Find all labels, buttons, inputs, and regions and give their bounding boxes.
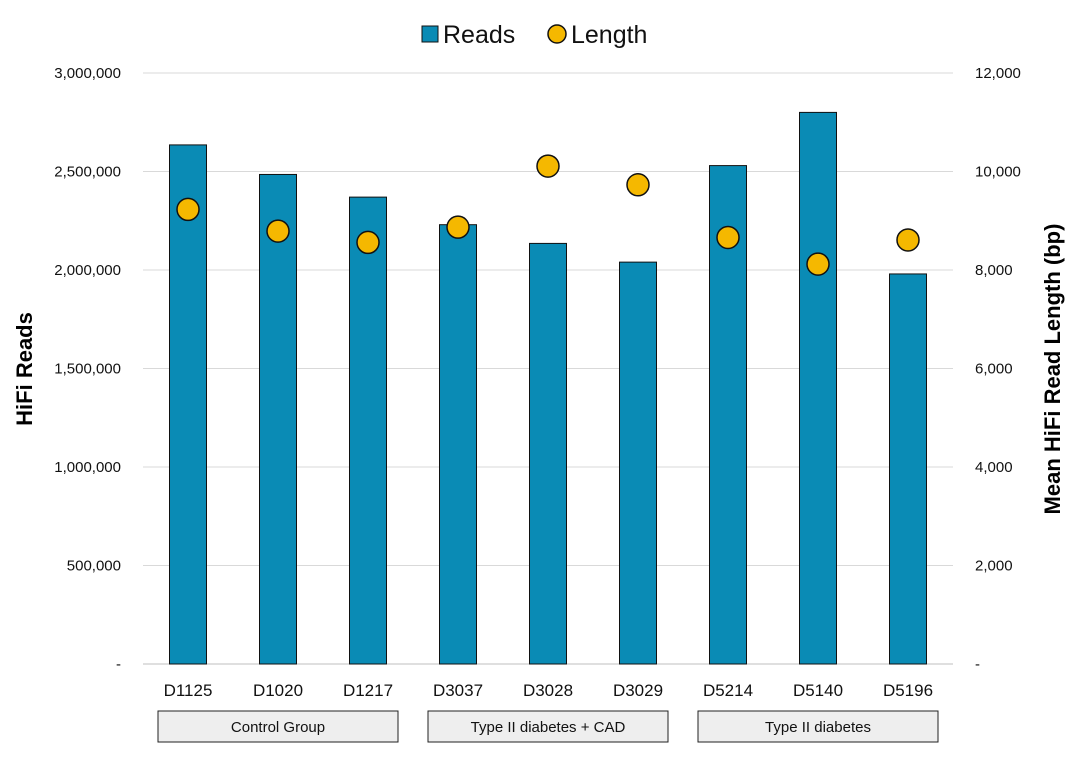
point-D3028 [536,154,560,178]
y2-tick-label: 2,000 [975,558,1013,575]
group-labels: Control Group Type II diabetes + CAD Type … [157,710,939,743]
y-tick-label: 500,000 [67,558,121,575]
bar-D5196 [889,273,927,665]
bar-D3029 [619,261,657,665]
bar-D5140 [799,111,837,665]
legend-swatch-reads [421,25,439,43]
point-D1217 [356,230,380,255]
point-D3037 [446,215,470,239]
y2-tick-label: 10,000 [975,164,1021,181]
bar-D3028 [529,242,567,665]
group-label: Control Group [231,719,325,736]
x-tick-label: D3037 [433,681,483,700]
bars [169,111,927,665]
x-tick-label: D3028 [523,681,573,700]
y2-tick-label: 4,000 [975,459,1013,476]
y-tick-label: 2,500,000 [54,164,121,181]
point-D5196 [896,228,920,252]
x-tick-label: D1125 [164,681,213,700]
y2-tick-label: 12,000 [975,65,1021,82]
axes: - - 500,000 2,000 1,000,000 4,000 1,500,000 6,0… [12,65,1065,700]
point-D1020 [266,219,290,243]
bar-D1020 [259,173,297,665]
group-box [427,710,669,743]
legend-label-length: Length [571,21,647,49]
bar-D3037 [439,224,477,665]
y-axis-title: HiFi Reads [12,312,37,426]
legend-swatch-length [547,24,567,44]
y-tick-label: 1,500,000 [54,361,121,378]
y-tick-label: 2,000,000 [54,262,121,279]
x-tick-label: D3029 [613,681,663,700]
group-label: Type II diabetes + CAD [471,719,626,736]
x-tick-label: D5214 [703,681,753,700]
point-D1125 [176,197,200,222]
bar-D1125 [169,144,207,665]
group-label: Type II diabetes [765,719,871,736]
bar-D1217 [349,196,387,665]
point-D5140 [806,252,830,276]
point-D5214 [716,225,740,250]
x-tick-label: D5196 [883,681,933,700]
legend-label-reads: Reads [443,21,515,49]
legend: Reads Length [421,21,647,49]
y2-tick-label: 6,000 [975,361,1013,378]
points [176,154,920,276]
x-tick-label: D1217 [343,681,393,700]
group-box [697,710,939,743]
point-D3029 [626,173,650,197]
y-tick-label: - [116,656,121,673]
y2-axis-title: Mean HiFi Read Length (bp) [1040,224,1065,515]
x-tick-label: D5140 [793,681,843,700]
group-box [157,710,399,743]
y-tick-label: 1,000,000 [54,459,121,476]
y2-tick-label: 8,000 [975,262,1013,279]
y2-tick-label: - [975,656,980,673]
x-tick-label: D1020 [253,681,303,700]
y-tick-label: 3,000,000 [54,65,121,82]
